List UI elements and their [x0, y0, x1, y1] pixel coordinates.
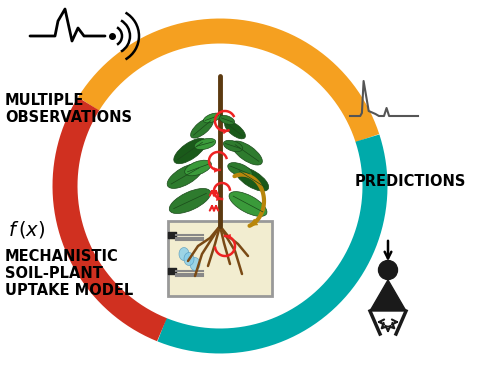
Circle shape	[378, 260, 398, 279]
Ellipse shape	[229, 191, 267, 216]
Ellipse shape	[174, 138, 206, 164]
Text: MECHANISTIC
SOIL-PLANT
UPTAKE MODEL: MECHANISTIC SOIL-PLANT UPTAKE MODEL	[5, 249, 133, 298]
Ellipse shape	[224, 121, 246, 139]
Ellipse shape	[190, 257, 200, 270]
Text: PREDICTIONS: PREDICTIONS	[355, 174, 467, 188]
Ellipse shape	[232, 141, 262, 165]
Ellipse shape	[179, 247, 189, 260]
Ellipse shape	[167, 164, 203, 188]
Ellipse shape	[170, 188, 210, 214]
Ellipse shape	[184, 160, 212, 176]
Ellipse shape	[184, 253, 194, 266]
Ellipse shape	[220, 115, 234, 125]
Ellipse shape	[236, 167, 268, 191]
Text: $f\,(x)$: $f\,(x)$	[8, 219, 45, 240]
Text: MULTIPLE
OBSERVATIONS: MULTIPLE OBSERVATIONS	[5, 93, 132, 125]
Polygon shape	[370, 280, 406, 311]
Ellipse shape	[224, 140, 242, 152]
Ellipse shape	[228, 162, 252, 177]
Ellipse shape	[194, 138, 216, 150]
Ellipse shape	[204, 113, 220, 123]
Ellipse shape	[190, 118, 214, 138]
FancyBboxPatch shape	[168, 221, 272, 296]
